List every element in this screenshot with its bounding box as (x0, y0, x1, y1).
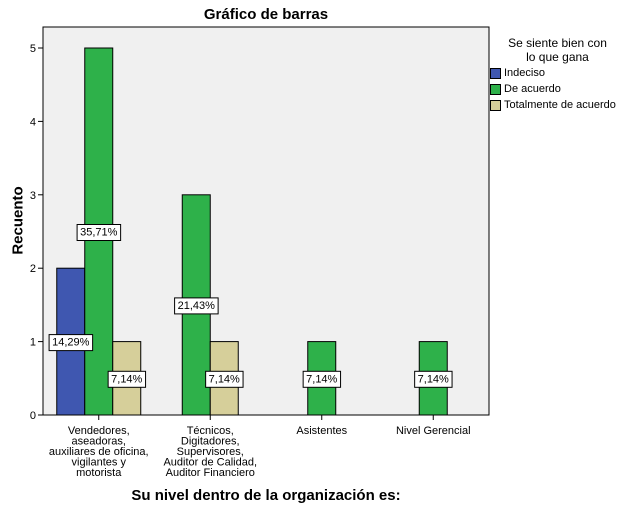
data-label-box (174, 297, 219, 315)
data-label-text: 35,71% (80, 227, 118, 239)
legend: Se siente bien con lo que gana Indeciso … (490, 36, 640, 112)
data-label-text: 7,14% (418, 373, 449, 385)
legend-title-line: lo que gana (526, 50, 589, 64)
category-label: Vendedores, (68, 425, 130, 437)
data-label-text: 14,29% (52, 337, 90, 349)
category-label: Auditor Financiero (166, 467, 255, 479)
data-label-box (48, 334, 94, 352)
legend-label: Indeciso (504, 67, 545, 79)
category-label: auxiliares de oficina, (49, 446, 149, 458)
x-axis-label: Su nivel dentro de la organización es: (131, 487, 401, 504)
category-label: motorista (76, 467, 122, 479)
legend-title: Se siente bien con lo que gana (490, 36, 625, 64)
legend-label: De acuerdo (504, 83, 561, 95)
y-tick-label: 2 (30, 263, 36, 275)
category-label: aseadoras, (72, 436, 126, 448)
data-label-text: 7,14% (209, 373, 240, 385)
category-label: Asistentes (296, 425, 347, 437)
category-label: Técnicos, (187, 425, 234, 437)
data-label-box (76, 224, 122, 241)
data-label: 7,14% (414, 370, 453, 388)
category-label: Nivel Gerencial (396, 425, 471, 437)
legend-swatch (490, 99, 501, 111)
legend-item-totalmente-de-acuerdo: Totalmente de acuerdo (490, 98, 640, 112)
legend-swatch (490, 67, 501, 79)
data-label-text: 21,43% (178, 300, 216, 312)
data-label: 7,14% (302, 370, 342, 388)
data-label: 35,71% (76, 224, 122, 241)
legend-item-de-acuerdo: De acuerdo (490, 82, 640, 96)
y-tick-label: 3 (30, 190, 36, 202)
category-label: Supervisores, (177, 446, 244, 458)
data-label-box (107, 370, 147, 388)
legend-title-line: Se siente bien con (508, 36, 607, 50)
data-label-box (302, 370, 342, 388)
legend-swatch (490, 83, 501, 95)
y-tick-label: 5 (30, 43, 36, 55)
y-tick-label: 1 (30, 337, 36, 349)
data-label: 7,14% (205, 370, 244, 388)
category-label: Auditor de Calidad, (163, 457, 257, 469)
data-label-text: 7,14% (111, 373, 142, 385)
category-label: Digitadores, (181, 436, 240, 448)
data-label-text: 7,14% (306, 373, 337, 385)
data-label-box (414, 370, 453, 388)
data-label-box (205, 370, 244, 388)
category-label: vigilantes y (72, 457, 127, 469)
y-tick-label: 0 (30, 410, 36, 422)
y-tick-label: 4 (30, 116, 36, 128)
legend-item-indeciso: Indeciso (490, 66, 640, 80)
data-label: 21,43% (174, 297, 219, 315)
data-label: 14,29% (48, 334, 94, 352)
legend-label: Totalmente de acuerdo (504, 99, 616, 111)
chart-title: Gráfico de barras (203, 6, 329, 23)
data-label: 7,14% (107, 370, 147, 388)
